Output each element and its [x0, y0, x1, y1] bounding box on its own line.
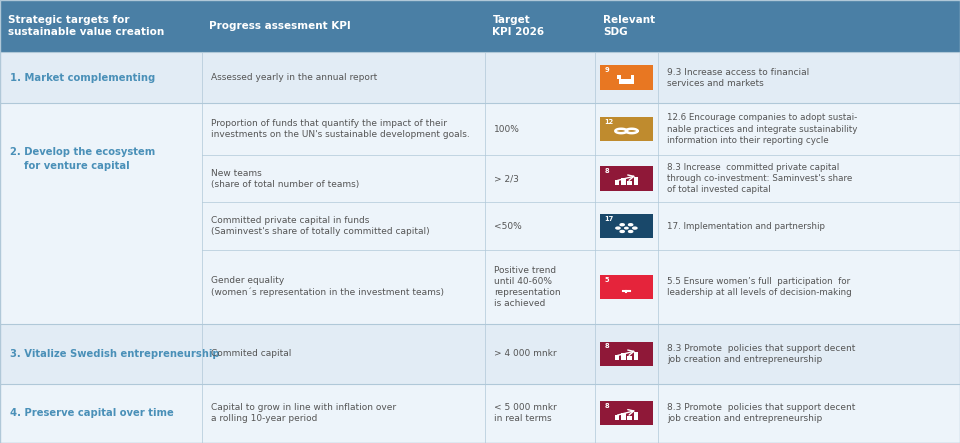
Text: 12: 12: [604, 119, 613, 125]
Bar: [614, 180, 619, 185]
Text: Relevant
SDG: Relevant SDG: [603, 15, 655, 37]
Bar: [627, 356, 632, 360]
Bar: [600, 275, 653, 299]
Circle shape: [629, 230, 633, 233]
Bar: [627, 181, 632, 185]
Text: Strategic targets for
sustainable value creation: Strategic targets for sustainable value …: [8, 15, 164, 37]
Bar: [617, 75, 620, 79]
Text: 8: 8: [604, 168, 609, 175]
Bar: [0, 155, 960, 202]
Bar: [631, 75, 635, 79]
Text: < 5 000 mnkr
in real terms: < 5 000 mnkr in real terms: [494, 403, 557, 424]
Circle shape: [625, 227, 628, 229]
Text: 8: 8: [604, 343, 609, 350]
Bar: [634, 412, 638, 420]
Bar: [614, 355, 619, 360]
Bar: [0, 103, 960, 155]
Bar: [600, 342, 653, 366]
Text: 17: 17: [604, 216, 613, 222]
Bar: [600, 214, 653, 238]
Bar: [634, 177, 638, 185]
Text: Target
KPI 2026: Target KPI 2026: [492, 15, 544, 37]
Bar: [619, 79, 634, 84]
Bar: [0, 384, 960, 443]
Text: Progress assesment KPI: Progress assesment KPI: [209, 21, 351, 31]
Bar: [621, 413, 626, 420]
Text: 100%: 100%: [494, 124, 520, 133]
Text: 5: 5: [604, 276, 609, 283]
Bar: [0, 324, 960, 384]
Circle shape: [633, 227, 637, 229]
Text: <50%: <50%: [494, 222, 522, 231]
Text: 2. Develop the ecosystem
    for venture capital: 2. Develop the ecosystem for venture cap…: [10, 147, 155, 171]
Text: 9.3 Increase access to financial
services and markets: 9.3 Increase access to financial service…: [667, 68, 809, 88]
Bar: [600, 167, 653, 191]
Text: 4. Preserve capital over time: 4. Preserve capital over time: [10, 408, 174, 418]
Circle shape: [616, 227, 620, 229]
Bar: [0, 52, 960, 103]
Bar: [0, 202, 960, 250]
Text: Gender equality
(women´s representation in the investment teams): Gender equality (women´s representation …: [211, 276, 444, 297]
Text: 8.3 Promote  policies that support decent
job creation and entrepreneurship: 8.3 Promote policies that support decent…: [667, 344, 855, 364]
Text: 8.3 Promote  policies that support decent
job creation and entrepreneurship: 8.3 Promote policies that support decent…: [667, 403, 855, 424]
Bar: [600, 66, 653, 90]
Bar: [0, 250, 960, 324]
Circle shape: [629, 224, 633, 225]
Bar: [614, 415, 619, 420]
Text: New teams
(share of total number of teams): New teams (share of total number of team…: [211, 169, 359, 189]
Bar: [627, 416, 632, 420]
Bar: [600, 117, 653, 141]
Text: 8.3 Increase  committed private capital
through co-investment: Saminvest's share: 8.3 Increase committed private capital t…: [667, 163, 852, 194]
Text: Committed private capital in funds
(Saminvest's share of totally committed capit: Committed private capital in funds (Sami…: [211, 216, 430, 236]
Text: > 2/3: > 2/3: [494, 174, 519, 183]
Text: Positive trend
until 40-60%
representation
is achieved: Positive trend until 40-60% representati…: [494, 266, 561, 308]
Text: Proportion of funds that quantify the impact of their
investments on the UN's su: Proportion of funds that quantify the im…: [211, 119, 470, 139]
Circle shape: [620, 230, 624, 233]
Bar: [621, 178, 626, 185]
Text: 12.6 Encourage companies to adopt sustai-
nable practices and integrate sustaina: 12.6 Encourage companies to adopt sustai…: [667, 113, 857, 144]
Text: 1. Market complementing: 1. Market complementing: [10, 73, 155, 83]
Text: Commited capital: Commited capital: [211, 349, 292, 358]
Text: 5.5 Ensure women’s full  participation  for
leadership at all levels of decision: 5.5 Ensure women’s full participation fo…: [667, 277, 852, 297]
Circle shape: [620, 224, 624, 225]
Bar: [634, 352, 638, 360]
Bar: [0, 0, 960, 52]
Text: 9: 9: [604, 67, 609, 74]
Bar: [621, 353, 626, 360]
Text: 17. Implementation and partnership: 17. Implementation and partnership: [667, 222, 826, 231]
Bar: [600, 401, 653, 425]
Text: Capital to grow in line with inflation over
a rolling 10-year period: Capital to grow in line with inflation o…: [211, 403, 396, 424]
Text: 8: 8: [604, 403, 609, 409]
Text: Assessed yearly in the annual report: Assessed yearly in the annual report: [211, 73, 377, 82]
Text: > 4 000 mnkr: > 4 000 mnkr: [494, 349, 557, 358]
Text: 3. Vitalize Swedish entrepreneurship: 3. Vitalize Swedish entrepreneurship: [10, 349, 219, 359]
